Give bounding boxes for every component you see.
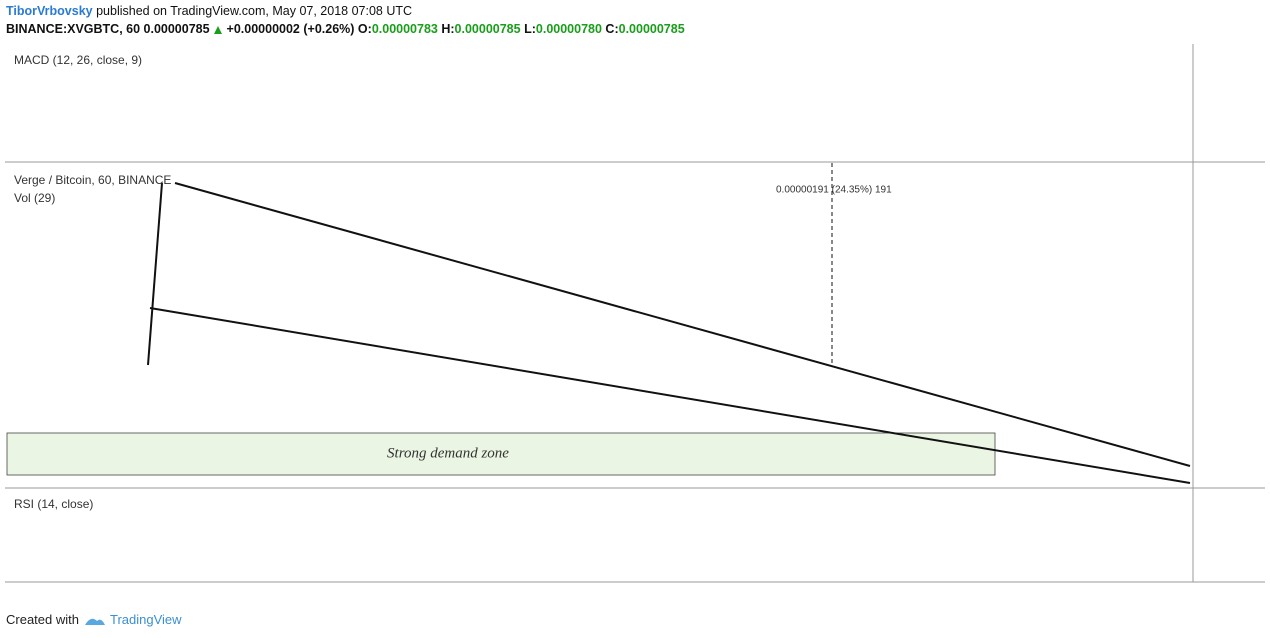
ohlc-value: 0.00000780 [535, 22, 602, 36]
trendline [149, 307, 1191, 484]
author: TiborVrbovsky [6, 4, 93, 18]
created: Created with [6, 612, 79, 627]
ohlc-value: 0.00000783 [371, 22, 438, 36]
logo [84, 618, 105, 625]
ohlc-key: L: [524, 22, 536, 36]
ohlc: O:0.00000783 H:0.00000785 L:0.00000780 C… [358, 22, 685, 36]
symbol: BINANCE:XVGBTC, 60 [6, 22, 141, 36]
ohlc-key: O: [357, 22, 372, 36]
pane-subtitle: Vol (29) [14, 191, 55, 205]
ohlc-value: 0.00000785 [454, 22, 521, 36]
demand-zone [6, 432, 996, 476]
brand: TradingView [110, 612, 182, 627]
header-line: BINANCE:XVGBTC, 60 0.00000785 +0.0000000… [6, 22, 685, 36]
ohlc-value: 0.00000785 [618, 22, 685, 36]
trendline [147, 182, 163, 366]
ohlc-key: C: [605, 22, 619, 36]
footer: Created with TradingView [6, 612, 182, 627]
change: +0.00000002 (+0.26%) [226, 22, 355, 36]
measure-label: 0.00000191 (24.35%) 191 [776, 185, 892, 196]
trendline [174, 182, 1191, 467]
up-icon [214, 25, 223, 34]
published: published on TradingView.com, May 07, 20… [96, 4, 413, 18]
zone-label: Strong demand zone [387, 445, 509, 461]
last: 0.00000785 [143, 22, 210, 36]
header-line: TiborVrbovsky published on TradingView.c… [6, 4, 412, 18]
pane-title: RSI (14, close) [14, 497, 93, 511]
pane-title: Verge / Bitcoin, 60, BINANCE [14, 173, 171, 187]
ohlc-key: H: [441, 22, 455, 36]
pane-title: MACD (12, 26, close, 9) [14, 53, 142, 67]
